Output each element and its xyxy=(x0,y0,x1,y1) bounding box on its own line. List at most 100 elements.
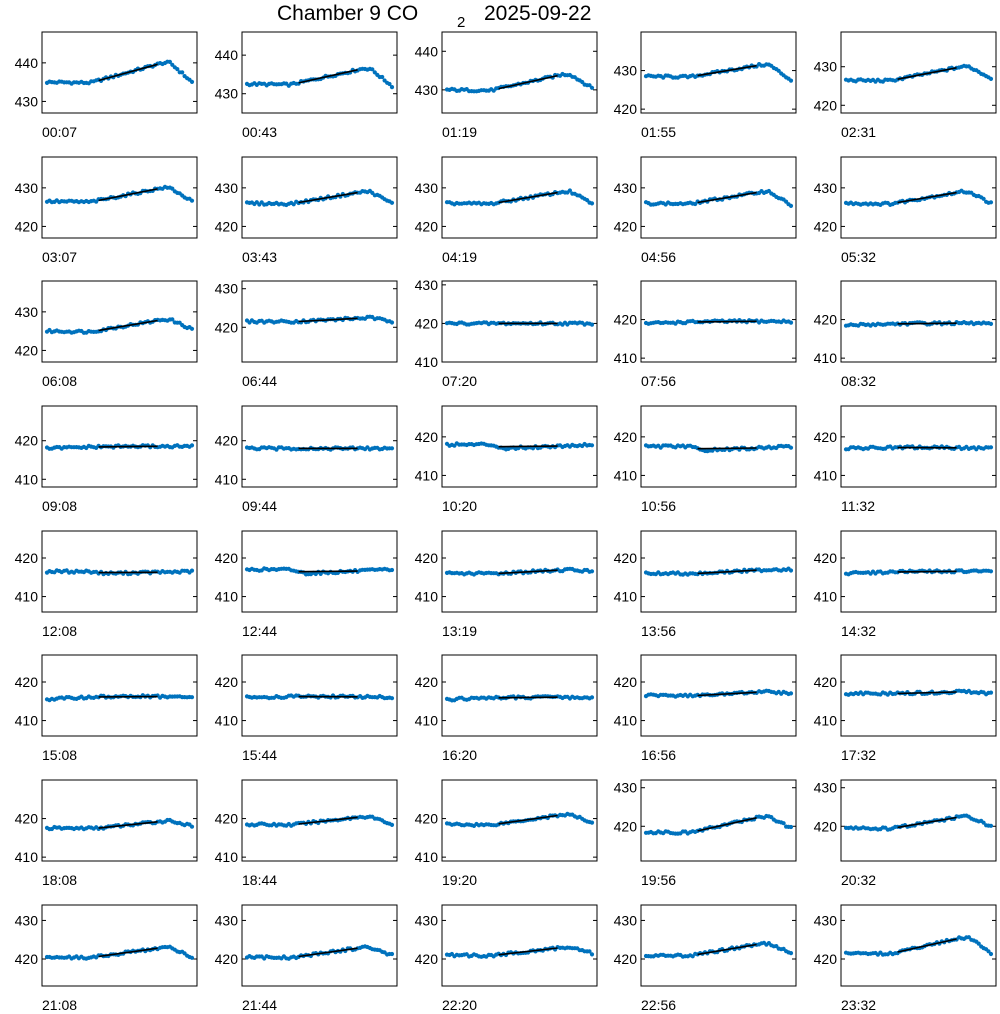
panel-label: 06:44 xyxy=(242,373,277,389)
y-tick-label: 410 xyxy=(215,589,239,605)
measured-point xyxy=(387,81,392,87)
measured-point xyxy=(988,951,994,957)
axes-box xyxy=(241,779,398,862)
measured-point xyxy=(788,78,794,83)
y-tick-label: 430 xyxy=(15,912,39,928)
panel-1544: 410 420 15:44 xyxy=(215,654,398,763)
y-tick-label: 430 xyxy=(15,180,39,196)
y-tick-label: 410 xyxy=(614,589,638,605)
panel-0307: 420 430 03:07 xyxy=(15,156,198,265)
axes-box xyxy=(640,654,797,737)
panel-label: 06:08 xyxy=(42,373,77,389)
panel-0644: 420 430 06:44 xyxy=(215,280,398,389)
fit-line xyxy=(298,816,358,825)
measured-point xyxy=(180,70,185,75)
measured-point xyxy=(380,74,385,80)
fit-line xyxy=(298,947,358,958)
y-tick-label: 430 xyxy=(15,93,39,109)
measured-point xyxy=(788,320,794,325)
axes-box xyxy=(41,530,198,613)
y-tick-label: 420 xyxy=(415,951,439,967)
panel-2108: 420 430 21:08 xyxy=(15,904,198,1013)
measured-point xyxy=(988,823,994,828)
figure-title: Chamber 9 CO 2 2025-09-22 xyxy=(0,0,1000,36)
fit-line xyxy=(897,322,957,325)
y-tick-label: 410 xyxy=(814,713,838,729)
fit-line xyxy=(498,445,558,448)
fit-line xyxy=(897,191,957,204)
panel-label: 23:32 xyxy=(841,997,876,1013)
y-tick-label: 430 xyxy=(814,780,838,796)
y-tick-label: 420 xyxy=(215,951,239,967)
panel-label: 13:56 xyxy=(641,623,676,639)
y-tick-label: 430 xyxy=(415,277,439,293)
y-tick-label: 440 xyxy=(15,55,39,71)
y-tick-label: 420 xyxy=(415,550,439,566)
y-tick-label: 420 xyxy=(415,674,439,690)
y-tick-label: 420 xyxy=(814,818,838,834)
y-tick-label: 410 xyxy=(614,467,638,483)
axes-box xyxy=(840,280,997,363)
panel-label: 22:56 xyxy=(641,997,676,1013)
panel-label: 12:08 xyxy=(42,623,77,639)
y-tick-label: 430 xyxy=(614,63,638,79)
panel-2220: 420 430 22:20 xyxy=(415,904,598,1013)
measured-point xyxy=(788,951,794,956)
panel-label: 21:44 xyxy=(242,997,277,1013)
fit-line xyxy=(498,191,558,204)
y-tick-label: 410 xyxy=(814,589,838,605)
measured-point xyxy=(589,85,595,90)
axes-box xyxy=(241,156,398,239)
panel-label: 10:20 xyxy=(442,498,477,514)
axes-box xyxy=(41,31,198,114)
axes-box xyxy=(241,904,398,987)
figure-title-main: Chamber 9 CO xyxy=(277,2,419,25)
y-tick-label: 420 xyxy=(415,218,439,234)
y-tick-label: 430 xyxy=(415,180,439,196)
panel-label: 07:56 xyxy=(641,373,676,389)
measured-point xyxy=(389,696,395,701)
measured-point xyxy=(389,200,395,205)
y-tick-label: 410 xyxy=(814,350,838,366)
fit-line xyxy=(897,570,957,573)
y-tick-label: 420 xyxy=(614,429,638,445)
axes-box xyxy=(840,405,997,488)
panel-1508: 410 420 15:08 xyxy=(15,654,198,763)
fit-line xyxy=(298,570,358,573)
axes-box xyxy=(840,31,997,114)
fit-line xyxy=(98,821,158,829)
panel-1319: 410 420 13:19 xyxy=(415,530,598,639)
measured-point xyxy=(389,446,395,451)
y-tick-label: 420 xyxy=(415,429,439,445)
fit-line xyxy=(897,67,957,80)
y-tick-label: 420 xyxy=(15,951,39,967)
axes-box xyxy=(640,779,797,862)
measured-point xyxy=(189,955,195,960)
measured-point xyxy=(788,203,794,208)
y-tick-label: 410 xyxy=(15,589,39,605)
y-tick-label: 420 xyxy=(614,101,638,117)
y-tick-label: 420 xyxy=(15,342,39,358)
y-tick-label: 420 xyxy=(814,312,838,328)
panel-0419: 420 430 04:19 xyxy=(415,156,598,265)
panel-0608: 420 430 06:08 xyxy=(15,280,198,389)
y-tick-label: 420 xyxy=(614,818,638,834)
measured-point xyxy=(589,322,595,327)
axes-box xyxy=(840,530,997,613)
measured-point xyxy=(788,691,794,696)
y-tick-label: 430 xyxy=(215,86,239,102)
y-tick-label: 410 xyxy=(814,467,838,483)
fit-line xyxy=(697,191,757,204)
measured-point xyxy=(389,951,395,957)
measured-point xyxy=(167,59,172,64)
measured-point xyxy=(788,445,794,450)
y-tick-label: 420 xyxy=(215,811,239,827)
y-tick-label: 430 xyxy=(614,180,638,196)
panel-label: 07:20 xyxy=(442,373,477,389)
y-tick-label: 420 xyxy=(614,550,638,566)
axes-box xyxy=(41,405,198,488)
y-tick-label: 430 xyxy=(215,180,239,196)
panel-0832: 410 420 08:32 xyxy=(814,280,997,389)
axes-box xyxy=(441,779,598,862)
axes-box xyxy=(41,779,198,862)
